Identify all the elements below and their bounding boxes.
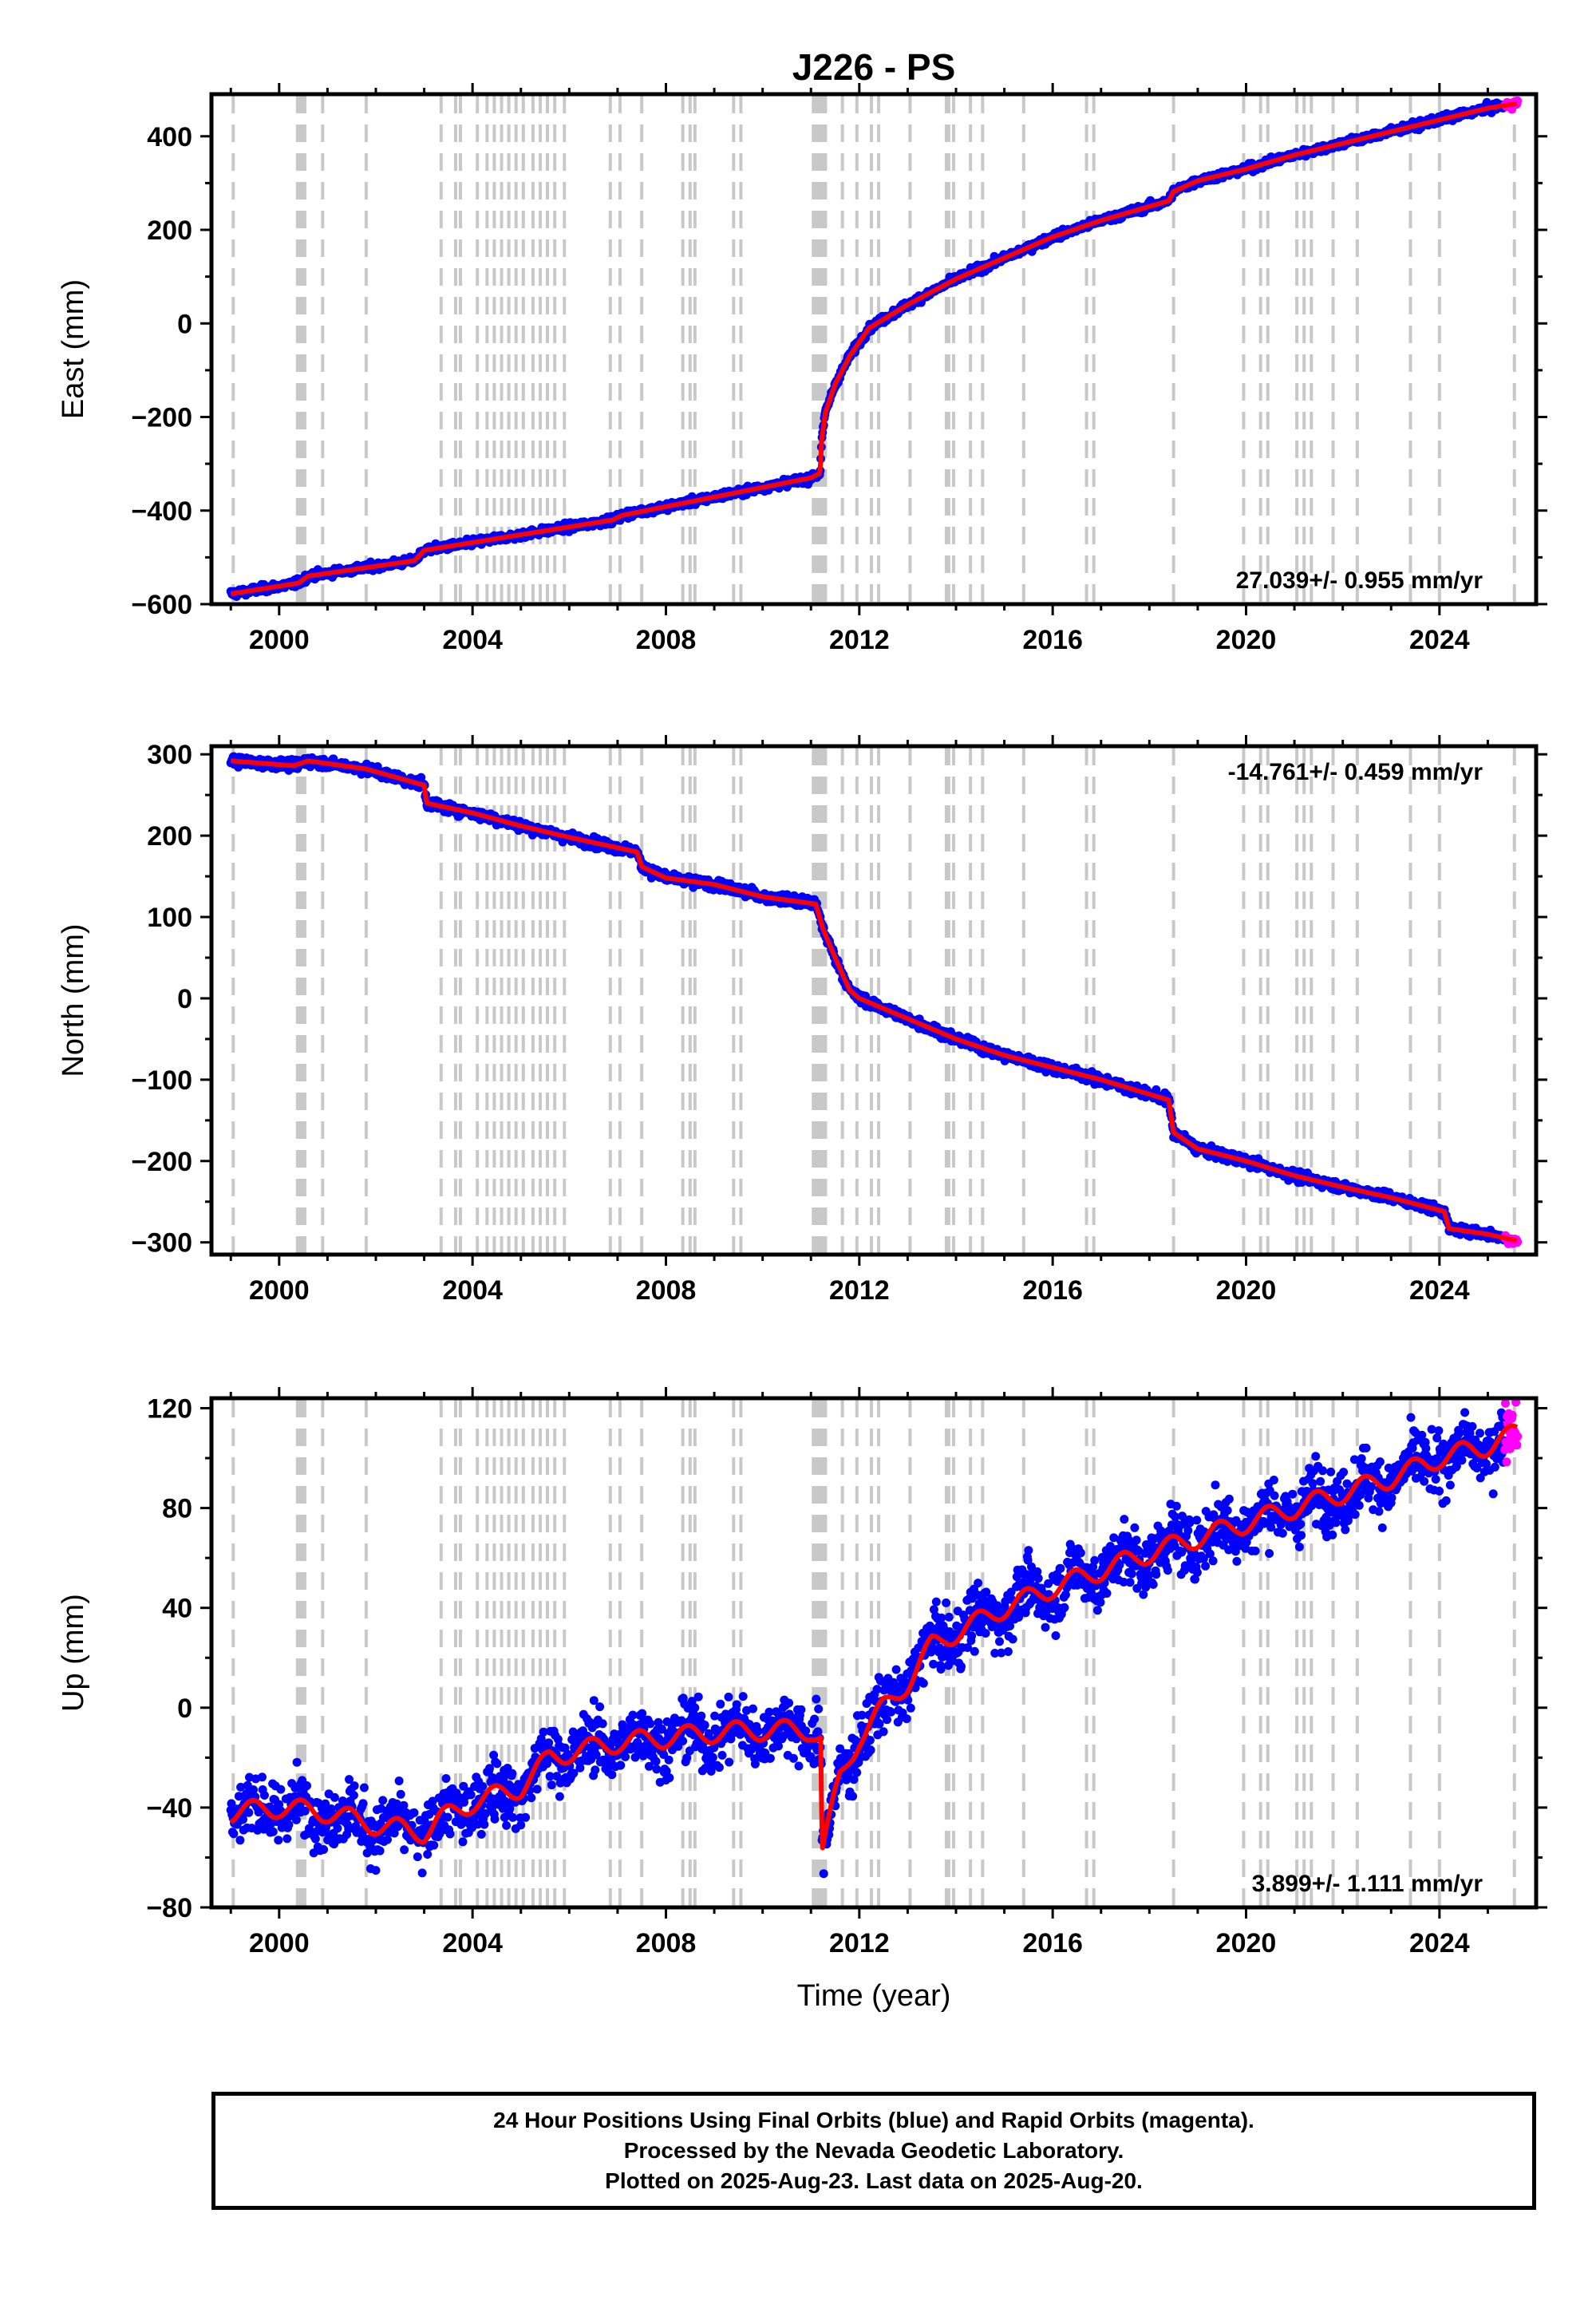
up-data-point bbox=[302, 1781, 311, 1790]
y-tick-label: 300 bbox=[147, 740, 192, 770]
y-tick-label: 400 bbox=[147, 122, 192, 152]
up-data-point bbox=[268, 1827, 278, 1836]
x-tick-label: 2004 bbox=[442, 625, 503, 655]
x-tick-label: 2020 bbox=[1216, 1275, 1277, 1306]
y-tick-label: −200 bbox=[131, 403, 192, 433]
y-tick-label: 100 bbox=[147, 903, 192, 933]
up-data-point bbox=[310, 1834, 320, 1844]
east-plot-frame bbox=[209, 92, 1539, 607]
east-model-line bbox=[229, 101, 1519, 597]
x-tick-label: 2008 bbox=[636, 625, 697, 655]
x-tick-label: 2024 bbox=[1409, 625, 1470, 655]
up-data-point bbox=[229, 1829, 239, 1839]
north-y-axis-label: North (mm) bbox=[57, 923, 90, 1077]
up-data-point bbox=[292, 1757, 302, 1767]
up-data-point bbox=[259, 1791, 269, 1800]
y-tick-label: 200 bbox=[147, 821, 192, 852]
y-tick-label: −100 bbox=[131, 1065, 192, 1096]
up-data-point bbox=[291, 1815, 301, 1824]
y-tick-label: −300 bbox=[131, 1228, 192, 1259]
up-data-point bbox=[284, 1820, 294, 1829]
x-tick-label: 2024 bbox=[1409, 1275, 1470, 1306]
up-data-point bbox=[319, 1845, 329, 1854]
east-rate-label: 27.039+/- 0.955 mm/yr bbox=[1236, 567, 1483, 594]
up-panel: 2000 2004 2008 2012 2016 2020 2024−80−40040801… bbox=[57, 1387, 1547, 1958]
up-data-point bbox=[235, 1836, 245, 1845]
y-tick-label: −400 bbox=[131, 496, 192, 527]
x-tick-label: 2004 bbox=[442, 1275, 503, 1306]
y-tick-label: 0 bbox=[177, 984, 192, 1014]
up-data-point bbox=[244, 1808, 254, 1817]
figure-title: J226 - PS bbox=[792, 46, 956, 88]
up-data-point bbox=[274, 1836, 283, 1845]
north-rate-label: -14.761+/- 0.459 mm/yr bbox=[1228, 759, 1483, 785]
up-data-point bbox=[276, 1784, 286, 1794]
x-tick-label: 2008 bbox=[636, 1275, 697, 1306]
x-tick-label: 2020 bbox=[1216, 625, 1277, 655]
y-tick-label: −200 bbox=[131, 1147, 192, 1177]
y-tick-label: −600 bbox=[131, 590, 192, 620]
y-tick-label: 0 bbox=[177, 309, 192, 339]
east-panel: 2000 2004 2008 2012 2016 2020 2024−600−400−200… bbox=[57, 83, 1547, 655]
north-panel: 2000 2004 2008 2012 2016 2020 2024−300−200−100… bbox=[57, 735, 1547, 1306]
x-tick-label: 2012 bbox=[829, 1275, 890, 1306]
y-tick-label: 200 bbox=[147, 215, 192, 246]
x-tick-label: 2012 bbox=[829, 625, 890, 655]
x-tick-label: 2000 bbox=[249, 1275, 310, 1306]
x-tick-label: 2016 bbox=[1022, 1275, 1083, 1306]
up-data-point bbox=[282, 1834, 292, 1844]
up-data-point bbox=[258, 1773, 267, 1782]
up-data-point bbox=[330, 1792, 339, 1802]
x-tick-label: 2016 bbox=[1022, 625, 1083, 655]
x-tick-label: 2000 bbox=[249, 625, 310, 655]
east-y-axis-label: East (mm) bbox=[57, 279, 90, 419]
